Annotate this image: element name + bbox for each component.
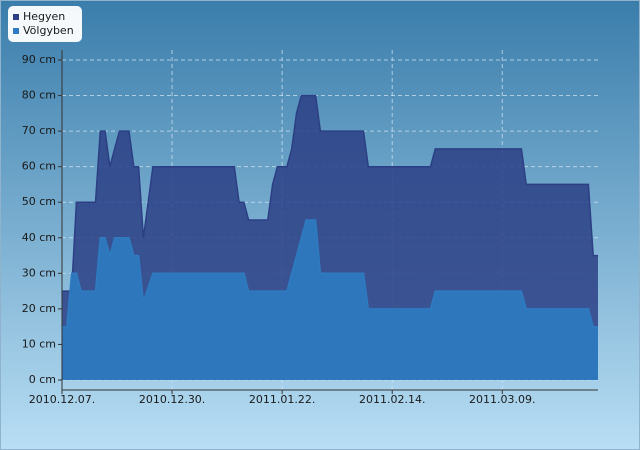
area [62, 220, 598, 380]
x-tick-label: 2010.12.30. [139, 393, 205, 406]
y-tick-label: 50 cm [22, 195, 56, 208]
y-tick-label: 30 cm [22, 266, 56, 279]
y-tick-label: 20 cm [22, 302, 56, 315]
y-tick-label: 0 cm [29, 373, 56, 386]
y-tick-label: 40 cm [22, 231, 56, 244]
x-tick-label: 2010.12.07. [29, 393, 95, 406]
legend-label: Hegyen [23, 10, 65, 23]
legend-box [8, 6, 82, 42]
legend-swatch [13, 14, 19, 20]
y-tick-label: 70 cm [22, 124, 56, 137]
y-tick-label: 90 cm [22, 53, 56, 66]
y-tick-label: 80 cm [22, 89, 56, 102]
x-tick-label: 2011.01.22. [249, 393, 315, 406]
y-tick-label: 10 cm [22, 337, 56, 350]
x-tick-label: 2011.02.14. [359, 393, 425, 406]
area-line [62, 219, 598, 328]
x-tick-label: 2011.03.09. [469, 393, 535, 406]
legend-label: Völgyben [23, 24, 74, 37]
area-line [62, 94, 598, 292]
plot-area: 0 cm 10 cm 20 cm 30 cm 40 cm 50 cm 60 cm 70 cm 8… [22, 50, 598, 406]
legend-swatch [13, 28, 19, 34]
y-tick-label: 60 cm [22, 160, 56, 173]
